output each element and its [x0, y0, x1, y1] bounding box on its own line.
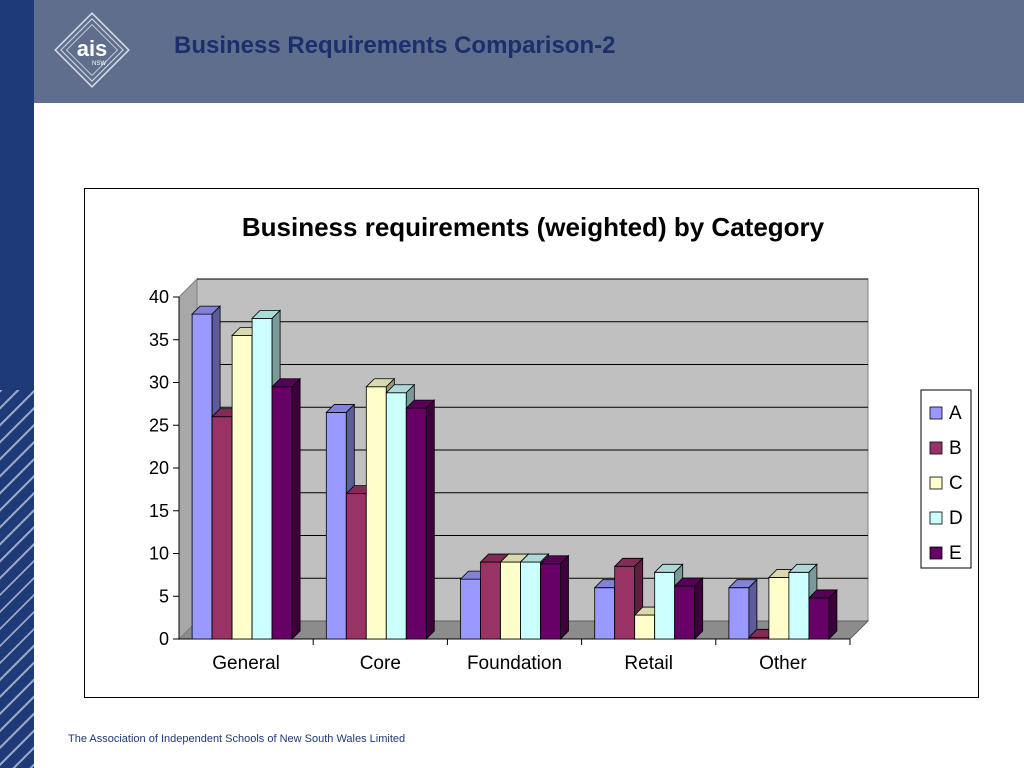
ais-logo: ais NSW — [52, 10, 132, 90]
bar-front — [788, 571, 810, 640]
x-tick-label: General — [212, 653, 280, 674]
bar-front — [211, 416, 233, 640]
y-tick-label: 35 — [149, 330, 169, 350]
logo-text: ais — [77, 36, 108, 61]
bar-front — [345, 493, 367, 640]
x-tick-label: Foundation — [467, 653, 562, 674]
legend-label: B — [949, 438, 962, 459]
bar-side — [291, 377, 301, 640]
legend-label: D — [949, 508, 963, 529]
bar-front — [231, 335, 253, 640]
y-tick-label: 5 — [159, 586, 169, 606]
bar-front — [594, 587, 616, 640]
bar-front — [460, 578, 481, 640]
y-tick-label: 25 — [149, 415, 169, 435]
logo-subtext: NSW — [92, 61, 106, 67]
y-tick-label: 0 — [159, 629, 169, 649]
y-tick-label: 10 — [149, 544, 169, 564]
bar-front — [674, 585, 696, 640]
left-accent-bar — [0, 0, 34, 768]
y-tick-label: 30 — [149, 373, 169, 393]
bar-front — [654, 571, 676, 640]
x-tick-label: Retail — [624, 653, 673, 674]
legend-swatch — [929, 476, 943, 490]
y-tick-label: 40 — [149, 287, 169, 307]
bar — [271, 377, 302, 640]
bar — [807, 588, 838, 640]
slide-header — [34, 0, 1024, 103]
x-tick-label: Other — [759, 653, 807, 674]
bar-front — [365, 386, 387, 640]
bar-side — [425, 399, 435, 640]
bar-front — [634, 614, 656, 640]
bar-front — [540, 563, 561, 640]
chart-frame: Business requirements (weighted) by Cate… — [84, 188, 979, 698]
footer-text: The Association of Independent Schools o… — [68, 733, 406, 745]
slide-title: Business Requirements Comparison-2 — [174, 32, 616, 59]
bar-front — [251, 317, 273, 640]
ais-logo-mark: ais NSW — [54, 12, 130, 88]
bar-front — [614, 565, 636, 640]
bar-front — [500, 561, 521, 640]
left-bar-stripes — [0, 390, 34, 768]
bar-side — [828, 588, 838, 640]
bar-front — [405, 407, 427, 640]
bar — [539, 554, 570, 640]
bar-front — [768, 577, 790, 640]
chart-title: Business requirements (weighted) by Cate… — [242, 212, 825, 242]
bar-front — [191, 313, 213, 640]
bar-front — [325, 412, 347, 640]
legend-label: E — [949, 543, 962, 564]
bar-front — [808, 597, 830, 640]
legend-swatch — [929, 511, 943, 525]
bar — [727, 578, 758, 640]
legend-swatch — [929, 406, 943, 420]
bar — [673, 577, 704, 640]
bar-front — [480, 561, 501, 640]
bar-front — [385, 392, 407, 640]
x-tick-label: Core — [360, 653, 401, 674]
legend-label: A — [949, 403, 962, 424]
legend-swatch — [929, 546, 943, 560]
bar-front — [728, 587, 750, 640]
bar-chart: Business requirements (weighted) by Cate… — [149, 212, 972, 674]
bar-front — [271, 386, 293, 640]
legend-label: C — [949, 473, 963, 494]
bar-front — [520, 561, 541, 640]
bar — [405, 399, 436, 640]
y-tick-label: 20 — [149, 458, 169, 478]
legend-box — [920, 389, 972, 569]
bar-side — [694, 577, 704, 640]
legend-swatch — [929, 441, 943, 455]
bar-side — [560, 554, 569, 640]
y-tick-label: 15 — [149, 501, 169, 521]
